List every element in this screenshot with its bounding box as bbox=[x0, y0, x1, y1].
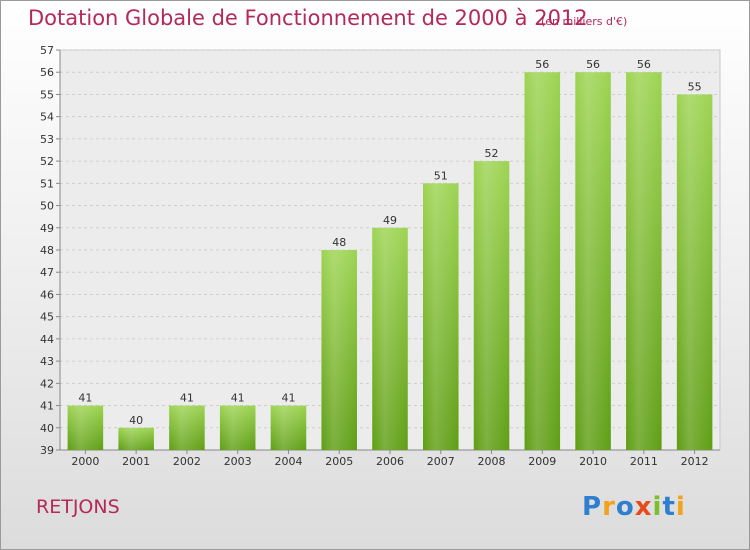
bar-value-label: 56 bbox=[637, 58, 651, 71]
x-tick-label: 2005 bbox=[325, 455, 353, 468]
bar-value-label: 56 bbox=[535, 58, 549, 71]
y-tick-label: 47 bbox=[40, 266, 54, 279]
y-tick-label: 39 bbox=[40, 444, 54, 457]
y-tick-label: 41 bbox=[40, 400, 54, 413]
x-tick-label: 2002 bbox=[173, 455, 201, 468]
bar-highlight bbox=[67, 405, 104, 450]
y-tick-label: 42 bbox=[40, 377, 54, 390]
bar-value-label: 49 bbox=[383, 214, 397, 227]
chart-title: Dotation Globale de Fonctionnement de 20… bbox=[28, 6, 588, 30]
y-tick-label: 54 bbox=[40, 111, 54, 124]
bar-highlight bbox=[321, 250, 357, 450]
bar-value-label: 56 bbox=[586, 58, 600, 71]
bar-highlight bbox=[219, 405, 256, 450]
bar-highlight bbox=[270, 405, 307, 450]
y-tick-label: 48 bbox=[40, 244, 54, 257]
x-tick-label: 2004 bbox=[274, 455, 302, 468]
commune-name: RETJONS bbox=[36, 496, 120, 518]
bar-value-label: 41 bbox=[281, 392, 295, 405]
bar-highlight bbox=[118, 427, 154, 450]
bar-value-label: 41 bbox=[231, 392, 245, 405]
x-tick-label: 2003 bbox=[224, 455, 252, 468]
bar-highlight bbox=[169, 405, 205, 450]
proxiti-logo: Proxiti bbox=[582, 492, 686, 521]
x-tick-label: 2012 bbox=[681, 455, 709, 468]
y-tick-label: 44 bbox=[40, 333, 54, 346]
x-tick-label: 2011 bbox=[630, 455, 658, 468]
y-tick-label: 52 bbox=[40, 155, 54, 168]
bar-highlight bbox=[575, 72, 611, 450]
y-tick-label: 45 bbox=[40, 311, 54, 324]
y-tick-label: 53 bbox=[40, 133, 54, 146]
chart-unit-note: (en milliers d'€) bbox=[541, 15, 628, 28]
x-tick-label: 2000 bbox=[71, 455, 99, 468]
y-tick-label: 56 bbox=[40, 66, 54, 79]
bar-highlight bbox=[473, 161, 510, 450]
svg-text:Proxiti: Proxiti bbox=[582, 492, 686, 521]
x-tick-label: 2010 bbox=[579, 455, 607, 468]
y-tick-label: 51 bbox=[40, 177, 54, 190]
y-tick-label: 43 bbox=[40, 355, 54, 368]
x-tick-label: 2001 bbox=[122, 455, 150, 468]
y-tick-label: 55 bbox=[40, 88, 54, 101]
y-tick-label: 50 bbox=[40, 200, 54, 213]
bar-value-label: 48 bbox=[332, 236, 346, 249]
bar-highlight bbox=[676, 94, 713, 450]
bar-highlight bbox=[372, 227, 408, 450]
y-tick-label: 49 bbox=[40, 222, 54, 235]
bar-highlight bbox=[524, 72, 561, 450]
bar-highlight bbox=[626, 72, 662, 450]
bar-value-label: 41 bbox=[78, 392, 92, 405]
y-tick-label: 40 bbox=[40, 422, 54, 435]
bar-value-label: 41 bbox=[180, 392, 194, 405]
y-tick-label: 57 bbox=[40, 44, 54, 57]
bar-highlight bbox=[423, 183, 459, 451]
x-tick-label: 2008 bbox=[478, 455, 506, 468]
bar-value-label: 55 bbox=[688, 80, 702, 93]
bar-value-label: 40 bbox=[129, 414, 143, 427]
plot-area: 39 40 41 42 43 44 45 46 47 48 49 50 51 52 53 54 55 56 57 41… bbox=[40, 44, 721, 468]
x-tick-label: 2006 bbox=[376, 455, 404, 468]
x-tick-label: 2009 bbox=[528, 455, 556, 468]
bar-value-label: 51 bbox=[434, 169, 448, 182]
y-tick-label: 46 bbox=[40, 288, 54, 301]
x-tick-label: 2007 bbox=[427, 455, 455, 468]
bar-value-label: 52 bbox=[485, 147, 499, 160]
